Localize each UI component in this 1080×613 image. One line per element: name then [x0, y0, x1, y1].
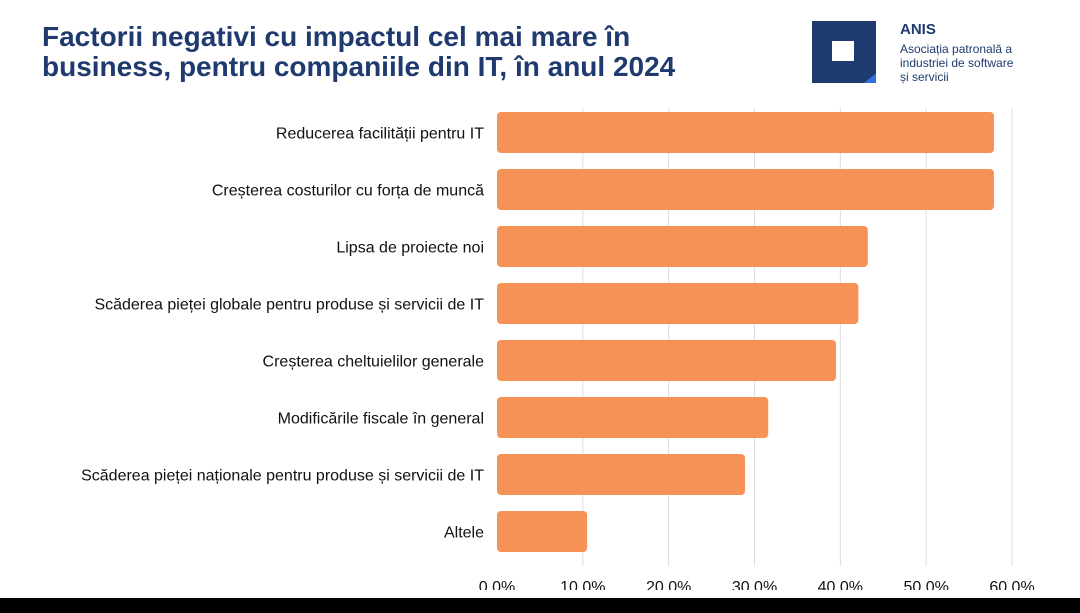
x-tick-label: 40.0%	[818, 579, 863, 590]
bar	[497, 283, 859, 324]
chart-title: Factorii negativi cu impactul cel mai ma…	[42, 22, 762, 82]
chart-card: Factorii negativi cu impactul cel mai ma…	[0, 0, 1080, 598]
category-label: Creșterea cheltuielilor generale	[263, 354, 485, 371]
category-label: Modificările fiscale în general	[278, 411, 484, 428]
logo-subtitle-line-2: industriei de software	[900, 56, 1014, 70]
logo-subtitle-line-3: și servicii	[900, 70, 949, 84]
category-label: Reducerea facilității pentru IT	[276, 126, 484, 143]
x-tick-label: 30.0%	[732, 579, 777, 590]
chart-title-line-2: business, pentru companiile din IT, în a…	[42, 51, 676, 82]
bar	[497, 169, 994, 210]
logo-name: ANIS	[900, 21, 936, 38]
x-tick-label: 10.0%	[560, 579, 605, 590]
logo-subtitle: Asociația patronală a industriei de soft…	[900, 42, 1070, 84]
anis-logo: ANIS Asociația patronală a industriei de…	[810, 20, 1070, 86]
category-label: Scăderea pieței globale pentru produse ș…	[94, 297, 484, 314]
anis-logo-mark-icon	[812, 21, 876, 83]
x-tick-label: 60.0%	[989, 579, 1034, 590]
bar	[497, 226, 868, 267]
category-label: Lipsa de proiecte noi	[336, 240, 484, 257]
bar	[497, 112, 994, 153]
bar	[497, 340, 837, 381]
bar	[497, 511, 588, 552]
chart-title-line-1: Factorii negativi cu impactul cel mai ma…	[42, 21, 631, 52]
x-tick-label: 0.0%	[479, 579, 515, 590]
x-tick-label: 20.0%	[646, 579, 691, 590]
bar	[497, 397, 769, 438]
category-label: Creșterea costurilor cu forța de muncă	[212, 183, 484, 200]
category-label: Scăderea pieței naționale pentru produse…	[81, 468, 484, 485]
bar-chart: 0.0% 10.0% 20.0% 30.0% 40.0% 50.0% 60.0% Reduce…	[81, 108, 1035, 590]
category-label: Altele	[444, 525, 484, 542]
logo-subtitle-line-1: Asociația patronală a	[900, 42, 1013, 56]
x-tick-label: 50.0%	[903, 579, 948, 590]
bar	[497, 454, 746, 495]
